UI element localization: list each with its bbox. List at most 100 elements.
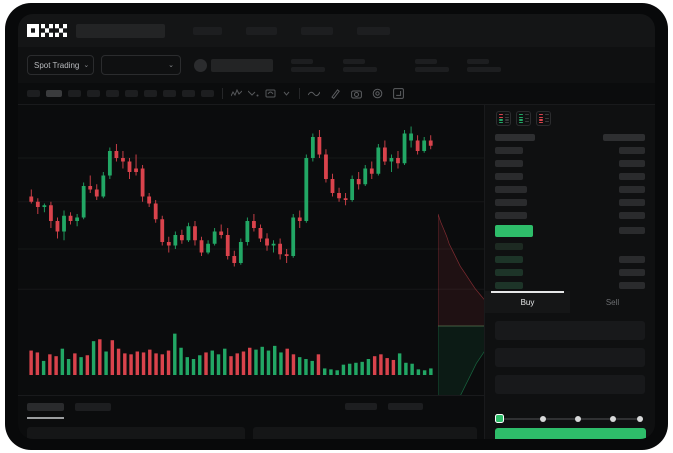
okx-logo-icon[interactable] <box>27 24 67 37</box>
orderbook-ask-row[interactable] <box>495 173 523 180</box>
orderbook-header-left <box>495 134 535 141</box>
bottom-tab-2[interactable] <box>75 403 111 411</box>
order-amount-field[interactable] <box>495 348 645 367</box>
order-price-field[interactable] <box>495 321 645 340</box>
orderbook-ask-size <box>619 186 645 193</box>
slider-dot[interactable] <box>575 415 581 422</box>
fullscreen-icon[interactable] <box>393 88 404 99</box>
pair-name-placeholder <box>211 58 273 72</box>
indicators-icon[interactable] <box>231 89 242 98</box>
orderbook-ask-row[interactable] <box>495 160 523 167</box>
line-style-icon[interactable] <box>308 89 320 98</box>
slider-track <box>499 418 642 420</box>
slider-dot[interactable] <box>610 415 616 422</box>
templates-icon[interactable] <box>265 89 276 98</box>
orderbook-ask-size <box>619 212 645 219</box>
bottom-card-1 <box>27 427 245 439</box>
ticker-stat-3 <box>415 58 449 72</box>
volume-histogram <box>29 333 433 375</box>
bottom-tab-underline <box>27 417 64 419</box>
orderbook-ask-size <box>619 147 645 154</box>
timeframe-button[interactable] <box>182 90 195 97</box>
orderbook-last-price <box>495 225 533 237</box>
tab-sell[interactable]: Sell <box>570 291 655 313</box>
nav-link-3[interactable] <box>301 26 333 35</box>
trading-mode-label: Spot Trading <box>34 60 80 70</box>
timeframe-button[interactable] <box>163 90 176 97</box>
bottom-action-2[interactable] <box>388 403 423 410</box>
timeframe-button[interactable] <box>68 90 81 97</box>
slider-handle[interactable] <box>495 414 504 423</box>
orderbook-ask-size <box>619 160 645 167</box>
ticker-stat-value <box>343 66 377 72</box>
ticker-stat-value <box>291 66 325 72</box>
ticker-stat-1 <box>291 58 325 72</box>
ticker-stat-label <box>343 58 365 64</box>
orderbook-spread-size <box>619 227 645 234</box>
bottom-tab-active[interactable] <box>27 403 64 411</box>
orderbook-view-toggles <box>485 105 655 131</box>
orders-bottom-panel <box>18 395 484 439</box>
chart-toolbar <box>18 83 655 105</box>
order-total-field[interactable] <box>495 375 645 394</box>
orderbook-ask-row[interactable] <box>495 199 527 206</box>
pair-avatar <box>194 58 207 72</box>
order-book-rows[interactable] <box>485 131 655 296</box>
timeframe-button-active[interactable] <box>46 90 62 97</box>
orderbook-bid-size <box>619 282 645 289</box>
tab-buy[interactable]: Buy <box>485 291 570 313</box>
orderbook-bid-row[interactable] <box>495 256 523 263</box>
ticker-stat-label <box>467 58 489 64</box>
compare-icon[interactable] <box>248 89 259 98</box>
timeframe-button[interactable] <box>201 90 214 97</box>
place-order-button[interactable] <box>495 428 646 439</box>
camera-icon[interactable] <box>351 89 362 99</box>
ticker-stat-4 <box>467 58 501 72</box>
buy-sell-tabs: Buy Sell <box>485 291 655 313</box>
ticker-stat-value <box>467 66 501 72</box>
orderbook-bid-row[interactable] <box>495 243 523 250</box>
order-book-panel: Buy Sell <box>484 105 655 439</box>
orderbook-bid-size <box>619 256 645 263</box>
orderbook-bid-row[interactable] <box>495 282 523 289</box>
draw-icon[interactable] <box>330 88 341 99</box>
toolbar-divider <box>299 88 300 99</box>
chevron-down-icon: ⌄ <box>83 62 90 69</box>
pair-select[interactable]: ⌄ <box>101 55 181 75</box>
tab-buy-label: Buy <box>520 297 535 307</box>
ticker-stat-value <box>415 66 449 72</box>
orderbook-ask-row[interactable] <box>495 147 523 154</box>
orderbook-ask-size <box>619 173 645 180</box>
tablet-screen: Spot Trading ⌄ ⌄ <box>18 14 655 439</box>
bottom-card-2 <box>253 427 477 439</box>
price-chart-pane[interactable] <box>18 105 484 395</box>
timeframe-button[interactable] <box>144 90 157 97</box>
nav-link-2[interactable] <box>246 26 277 35</box>
ticker-stat-2 <box>343 58 377 72</box>
more-chevron-icon[interactable] <box>282 89 291 98</box>
timeframe-button[interactable] <box>27 90 40 97</box>
orderbook-bid-row[interactable] <box>495 269 523 276</box>
slider-dot[interactable] <box>540 415 546 422</box>
bottom-action-1[interactable] <box>345 403 377 410</box>
timeframe-button[interactable] <box>106 90 119 97</box>
nav-link-4[interactable] <box>357 26 390 35</box>
top-navigation-bar <box>18 14 655 47</box>
timeframe-button[interactable] <box>125 90 138 97</box>
settings-gear-icon[interactable] <box>372 88 383 99</box>
candlestick-chart <box>18 126 484 290</box>
orderbook-ask-row[interactable] <box>495 212 527 219</box>
nav-link-1[interactable] <box>193 26 222 35</box>
search-input[interactable] <box>76 23 165 38</box>
orderbook-bids-icon[interactable] <box>516 111 531 126</box>
slider-dot[interactable] <box>637 415 643 422</box>
orderbook-ask-row[interactable] <box>495 186 527 193</box>
orderbook-both-icon[interactable] <box>496 111 511 126</box>
timeframe-button[interactable] <box>87 90 100 97</box>
pair-and-mode-bar: Spot Trading ⌄ ⌄ <box>18 47 655 83</box>
orderbook-bid-size <box>619 269 645 276</box>
orderbook-asks-icon[interactable] <box>536 111 551 126</box>
trading-mode-select[interactable]: Spot Trading ⌄ <box>27 55 94 75</box>
ticker-stat-label <box>291 58 313 64</box>
order-amount-slider[interactable] <box>495 414 646 424</box>
